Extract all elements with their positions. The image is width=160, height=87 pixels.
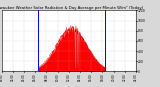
Title: Milwaukee Weather Solar Radiation & Day Average per Minute W/m² (Today): Milwaukee Weather Solar Radiation & Day … xyxy=(0,6,143,10)
